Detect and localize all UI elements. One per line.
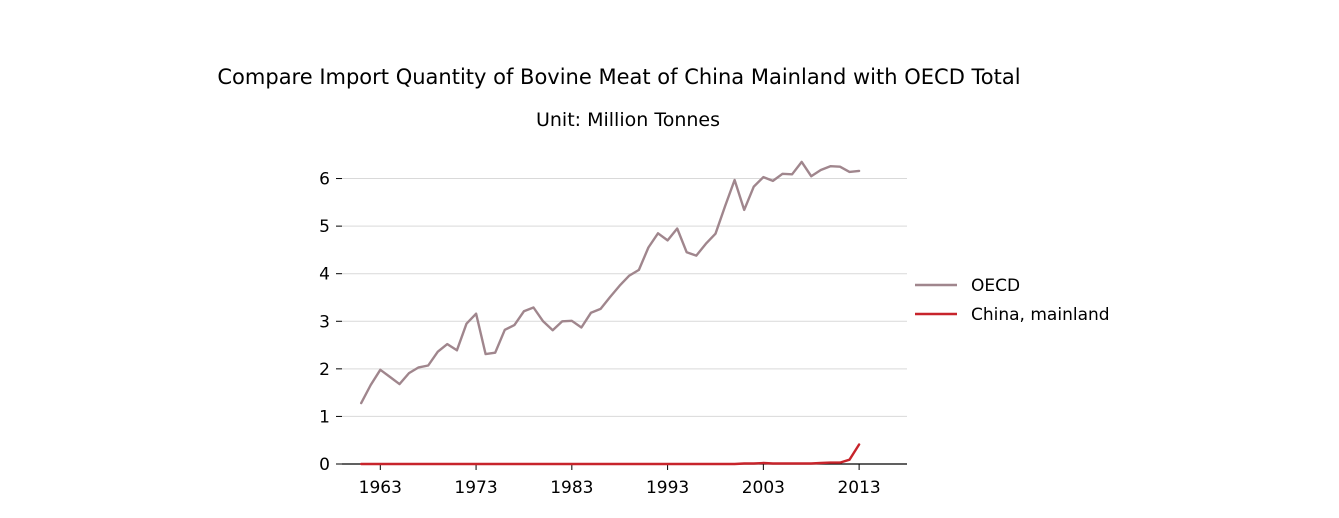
- x-tick-label: 1983: [550, 478, 593, 498]
- x-tick-label: 1973: [454, 478, 497, 498]
- y-tick-label: 0: [319, 455, 330, 475]
- chart-subtitle: Unit: Million Tonnes: [536, 109, 720, 131]
- series-line-china-mainland: [360, 443, 861, 466]
- y-tick-label: 3: [319, 312, 330, 332]
- y-tick-label: 5: [319, 217, 330, 237]
- x-tick-label: 2013: [837, 478, 880, 498]
- series-line-oecd: [360, 160, 861, 405]
- x-tick-label: 2003: [742, 478, 785, 498]
- series-lines: [360, 160, 861, 466]
- y-tick-label: 6: [319, 170, 330, 190]
- x-tick-label: 1993: [646, 478, 689, 498]
- legend-label: China, mainland: [971, 305, 1110, 325]
- chart-title: Compare Import Quantity of Bovine Meat o…: [217, 65, 1020, 89]
- axes: 0 1 2 3 4 5 6 1963 1973 1983 1993 2003 2013: [319, 170, 907, 498]
- gridlines: [342, 178, 907, 417]
- y-tick-label: 1: [319, 407, 330, 427]
- legend-label: OECD: [971, 276, 1020, 296]
- y-tick-label: 4: [319, 265, 330, 285]
- legend: OECD China, mainland: [915, 276, 1110, 325]
- x-tick-label: 1963: [359, 478, 402, 498]
- y-tick-label: 2: [319, 360, 330, 380]
